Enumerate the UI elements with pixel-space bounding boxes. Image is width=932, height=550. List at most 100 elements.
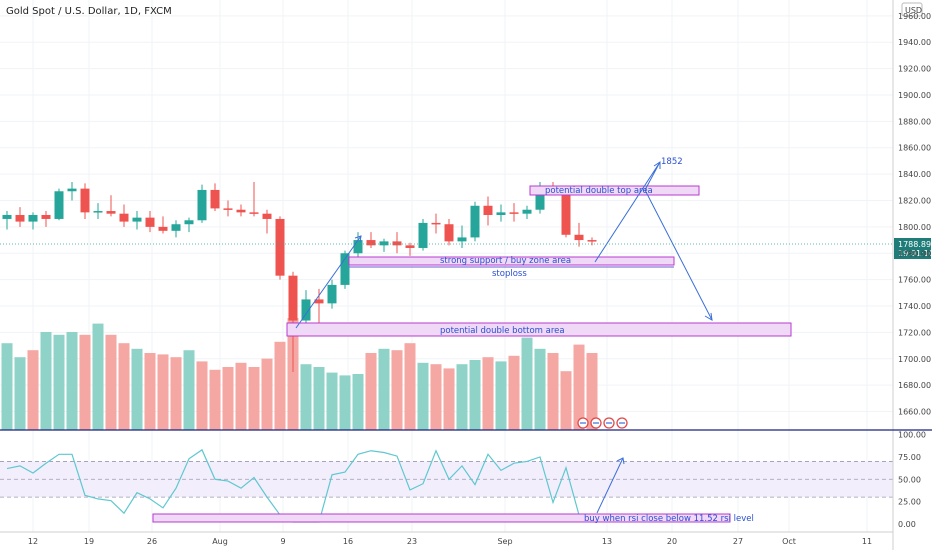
candle-body[interactable] bbox=[171, 224, 181, 231]
candle-body[interactable] bbox=[418, 222, 428, 248]
volume-bar[interactable] bbox=[118, 343, 130, 430]
volume-bar[interactable] bbox=[274, 341, 286, 430]
volume-bar[interactable] bbox=[92, 323, 104, 430]
rsi-arrow[interactable] bbox=[596, 457, 624, 514]
volume-bar[interactable] bbox=[417, 362, 429, 430]
volume-bar[interactable] bbox=[352, 374, 364, 430]
candle-body[interactable] bbox=[522, 209, 532, 214]
volume-bar[interactable] bbox=[66, 332, 78, 430]
volume-bar[interactable] bbox=[157, 354, 169, 430]
volume-bar[interactable] bbox=[196, 361, 208, 430]
candle-body[interactable] bbox=[366, 240, 376, 246]
projection-path[interactable] bbox=[594, 161, 713, 321]
volume-bar[interactable] bbox=[1, 343, 13, 430]
candle-body[interactable] bbox=[470, 205, 480, 238]
volume-bar[interactable] bbox=[456, 364, 468, 430]
volume-bar[interactable] bbox=[105, 334, 117, 430]
volume-bar[interactable] bbox=[40, 332, 52, 430]
volume-bar[interactable] bbox=[547, 353, 559, 430]
candle-body[interactable] bbox=[405, 245, 415, 248]
currency-label: USD bbox=[905, 6, 922, 15]
candle-body[interactable] bbox=[41, 215, 51, 219]
volume-bar[interactable] bbox=[365, 353, 377, 430]
volume-bar[interactable] bbox=[248, 367, 260, 430]
candle-body[interactable] bbox=[496, 212, 506, 215]
candle-body[interactable] bbox=[353, 240, 363, 254]
rsi-note-zone[interactable] bbox=[152, 513, 731, 523]
candle-body[interactable] bbox=[119, 213, 129, 222]
candle-body[interactable] bbox=[561, 192, 571, 235]
candle-body[interactable] bbox=[262, 213, 272, 219]
candle-body[interactable] bbox=[67, 188, 77, 192]
volume-bar[interactable] bbox=[508, 355, 520, 430]
volume-bar[interactable] bbox=[235, 362, 247, 430]
volume-bar[interactable] bbox=[53, 334, 65, 430]
volume-bar[interactable] bbox=[313, 367, 325, 430]
volume-bar[interactable] bbox=[27, 350, 39, 430]
candle-body[interactable] bbox=[509, 212, 519, 214]
volume-bar[interactable] bbox=[183, 350, 195, 430]
volume-bar[interactable] bbox=[79, 334, 91, 430]
volume-bar[interactable] bbox=[391, 350, 403, 430]
candle-body[interactable] bbox=[288, 275, 298, 321]
candle-body[interactable] bbox=[535, 187, 545, 210]
candle-body[interactable] bbox=[106, 211, 116, 214]
volume-bar[interactable] bbox=[131, 348, 143, 430]
volume-bar[interactable] bbox=[222, 367, 234, 430]
candle-body[interactable] bbox=[444, 224, 454, 242]
candle-body[interactable] bbox=[132, 217, 142, 222]
rally-arrow[interactable] bbox=[295, 235, 362, 329]
candle-body[interactable] bbox=[327, 284, 337, 304]
candle-body[interactable] bbox=[236, 209, 246, 213]
candle-body[interactable] bbox=[301, 299, 311, 321]
candle-body[interactable] bbox=[145, 217, 155, 227]
volume-bar[interactable] bbox=[300, 364, 312, 430]
candle-body[interactable] bbox=[431, 222, 441, 225]
candle-body[interactable] bbox=[93, 211, 103, 213]
candle-body[interactable] bbox=[340, 253, 350, 285]
candle-body[interactable] bbox=[2, 215, 12, 219]
currency-badge[interactable] bbox=[901, 2, 923, 17]
volume-bar[interactable] bbox=[378, 348, 390, 430]
volume-bar[interactable] bbox=[144, 353, 156, 430]
candle-body[interactable] bbox=[587, 240, 597, 242]
volume-bar[interactable] bbox=[287, 318, 299, 430]
volume-bar[interactable] bbox=[209, 369, 221, 430]
candle-body[interactable] bbox=[15, 215, 25, 222]
volume-bar[interactable] bbox=[14, 357, 26, 430]
volume-bar[interactable] bbox=[573, 344, 585, 430]
candle-body[interactable] bbox=[223, 208, 233, 210]
candle-body[interactable] bbox=[210, 189, 220, 209]
candle-body[interactable] bbox=[54, 191, 64, 219]
volume-bar[interactable] bbox=[170, 357, 182, 430]
volume-bar[interactable] bbox=[495, 361, 507, 430]
candle-body[interactable] bbox=[80, 188, 90, 213]
volume-bar[interactable] bbox=[521, 337, 533, 430]
double-top-zone[interactable] bbox=[529, 185, 700, 196]
double-bottom-zone[interactable] bbox=[286, 322, 792, 337]
candle-body[interactable] bbox=[184, 220, 194, 225]
candle-body[interactable] bbox=[249, 212, 259, 214]
volume-bar[interactable] bbox=[443, 368, 455, 430]
candle-body[interactable] bbox=[28, 215, 38, 222]
candle-body[interactable] bbox=[197, 189, 207, 221]
candle-body[interactable] bbox=[457, 237, 467, 242]
volume-bar[interactable] bbox=[261, 358, 273, 430]
volume-bar[interactable] bbox=[469, 360, 481, 430]
volume-bar[interactable] bbox=[534, 348, 546, 430]
candle-body[interactable] bbox=[392, 241, 402, 246]
support-zone[interactable] bbox=[348, 256, 675, 266]
volume-bar[interactable] bbox=[430, 364, 442, 430]
volume-bar[interactable] bbox=[404, 343, 416, 430]
volume-bar[interactable] bbox=[339, 375, 351, 430]
candle-body[interactable] bbox=[158, 226, 168, 231]
candle-body[interactable] bbox=[483, 205, 493, 215]
candle-body[interactable] bbox=[574, 234, 584, 241]
volume-bar[interactable] bbox=[560, 371, 572, 430]
volume-bar[interactable] bbox=[586, 353, 598, 430]
candle-body[interactable] bbox=[379, 241, 389, 246]
volume-bar[interactable] bbox=[482, 357, 494, 430]
volume-bar[interactable] bbox=[326, 372, 338, 430]
candle-body[interactable] bbox=[275, 218, 285, 276]
candle-body[interactable] bbox=[314, 299, 324, 304]
